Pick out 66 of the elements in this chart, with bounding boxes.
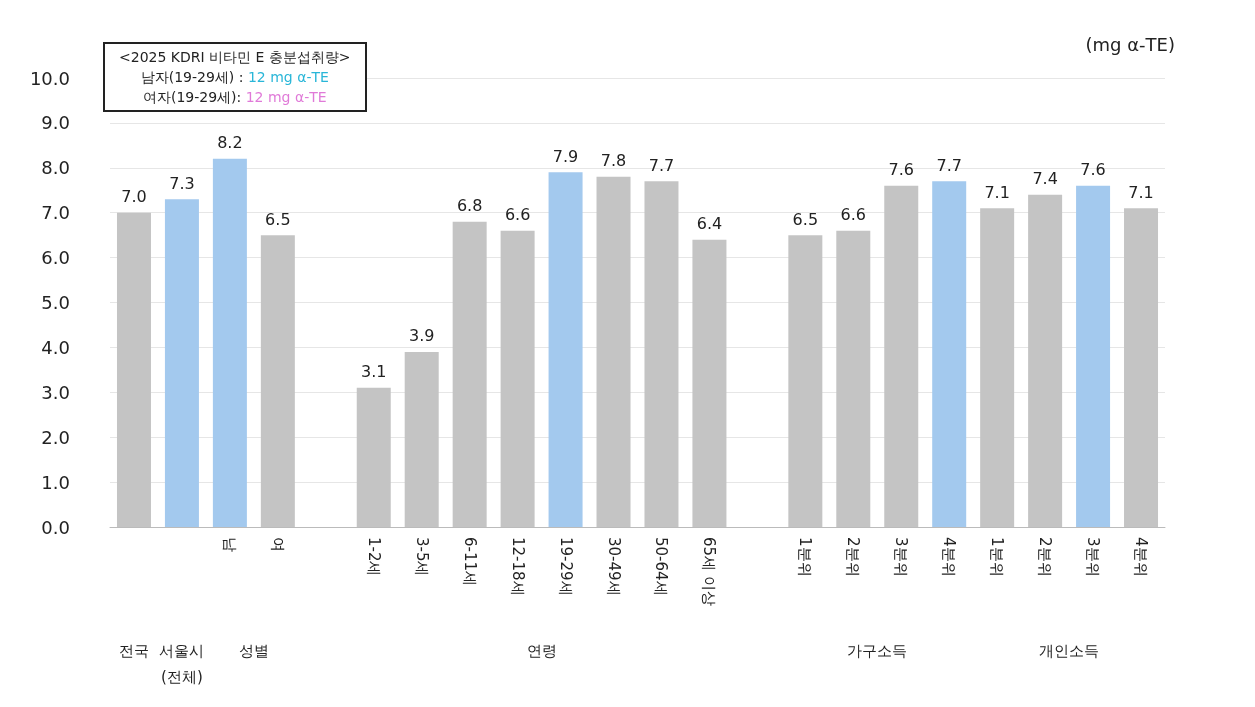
annotation: 12 mg α-TE — [247, 69, 329, 85]
data-label: 7.1 — [984, 182, 1010, 202]
bar — [212, 158, 247, 527]
x-tick-label: 여 — [268, 537, 287, 552]
x-tick-label: 1분위 — [988, 537, 1007, 577]
data-label: 7.6 — [1080, 160, 1106, 180]
y-axis-title: (mg α-TE) — [1085, 34, 1175, 55]
bar — [548, 172, 583, 527]
text: <2025 KDRI 비타민 E 충분섭취량> — [119, 49, 351, 65]
y-tick-label: 5.0 — [41, 292, 70, 313]
bar — [932, 181, 967, 527]
annotation: 남자(19-29세) : — [140, 69, 245, 85]
data-label: 8.2 — [217, 133, 243, 153]
data-label: 7.4 — [1032, 169, 1058, 189]
y-tick-label: 6.0 — [41, 247, 70, 269]
bar — [164, 199, 199, 527]
data-label: 3.1 — [361, 362, 387, 382]
text: 전국 — [118, 642, 149, 660]
data-label: 6.6 — [840, 205, 867, 225]
data-label: 7.8 — [600, 151, 627, 171]
x-tick-label: 1-2세 — [364, 537, 383, 577]
x-tick-label: 4분위 — [1132, 537, 1151, 577]
bar — [1076, 185, 1111, 527]
x-tick-label: 2분위 — [844, 537, 863, 577]
x-tick-label: 30-49세 — [604, 537, 623, 596]
data-label: 6.5 — [265, 209, 291, 229]
y-tick-label: 0.0 — [41, 516, 70, 538]
y-tick-label: 1.0 — [41, 471, 70, 493]
y-tick-label: 9.0 — [41, 112, 70, 134]
data-label: 6.8 — [456, 196, 483, 216]
x-tick-label: 12-18세 — [508, 537, 527, 596]
x-tick-label: 19-29세 — [556, 537, 575, 596]
y-tick-label: 7.0 — [41, 202, 70, 224]
annotation: 여자(19-29세): — [142, 89, 243, 105]
text: 개인소득 — [1038, 641, 1101, 662]
text: 성별 — [238, 642, 269, 660]
x-tick-label: 남 — [220, 537, 239, 552]
y-tick-label: 8.0 — [41, 157, 70, 179]
data-label: 7.7 — [936, 155, 962, 175]
text: 서울시 (전체) — [159, 642, 205, 686]
x-tick-label: 65세 이상 — [700, 537, 719, 606]
data-label: 7.0 — [121, 187, 147, 207]
x-tick-label: 2분위 — [1036, 537, 1055, 577]
data-label: 6.5 — [792, 209, 819, 229]
data-label: 7.1 — [1128, 182, 1154, 202]
x-tick-label: 3분위 — [1084, 537, 1103, 577]
x-tick-label: 1분위 — [796, 537, 815, 577]
data-label: 7.3 — [169, 173, 195, 193]
data-label: 6.4 — [696, 214, 723, 234]
y-tick-label: 3.0 — [41, 381, 70, 403]
data-label: 7.6 — [888, 160, 914, 180]
x-tick-label: 4분위 — [940, 537, 959, 577]
x-tick-label: 3-5세 — [412, 537, 431, 577]
x-tick-label: 6-11세 — [460, 537, 479, 587]
x-tick-label: 3분위 — [892, 537, 911, 577]
data-label: 6.6 — [504, 205, 531, 225]
text: 가구소득 — [846, 641, 909, 662]
data-label: 7.7 — [648, 155, 675, 175]
y-tick-label: 10.0 — [29, 67, 70, 89]
data-label: 7.9 — [552, 146, 579, 166]
y-tick-label: 4.0 — [41, 336, 70, 358]
annotation: 12 mg α-TE — [245, 89, 327, 105]
text: 연령 — [525, 641, 558, 662]
x-tick-label: 50-64세 — [652, 537, 671, 596]
data-label: 3.9 — [408, 326, 435, 346]
y-tick-label: 2.0 — [41, 426, 70, 448]
